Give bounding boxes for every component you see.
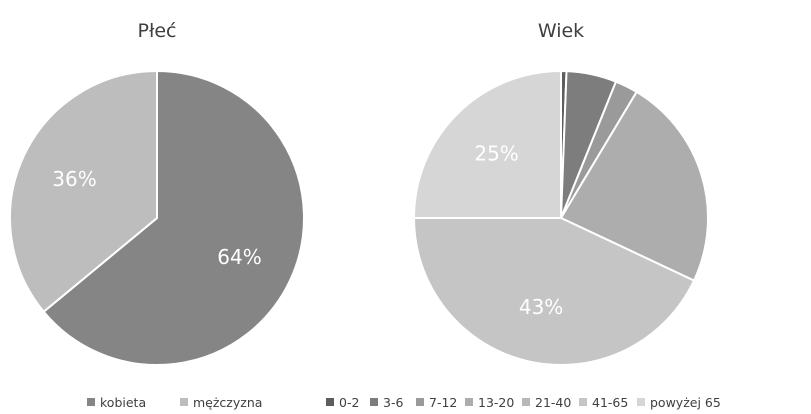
pie-slice-kobieta bbox=[42, 69, 305, 366]
legend-label-0-2: 0-2 bbox=[339, 395, 359, 410]
legend-label-41-65: 41-65 bbox=[592, 395, 628, 410]
pie-slice-powyzej-65 bbox=[412, 69, 562, 219]
legend-label-powyzej-65: powyżej 65 bbox=[650, 395, 721, 410]
legend-swatch-powyzej-65 bbox=[637, 398, 645, 406]
legend-item-0-2: 0-2 bbox=[326, 395, 359, 410]
legend-item-mezczyzna: mężczyzna bbox=[180, 395, 262, 410]
legend-swatch-mezczyzna bbox=[180, 398, 188, 406]
pie-slice-41-65 bbox=[412, 217, 696, 366]
chart-title-gender: Płeć bbox=[138, 20, 177, 42]
legend-swatch-41-65 bbox=[579, 398, 587, 406]
legend-label-21-40: 21-40 bbox=[535, 395, 571, 410]
legend-label-mezczyzna: mężczyzna bbox=[193, 395, 262, 410]
legend-swatch-0-2 bbox=[326, 398, 334, 406]
pie-chart-gender: Płeć 64% 36% kobieta mężczyzna bbox=[8, 20, 305, 410]
legend-label-kobieta: kobieta bbox=[100, 395, 146, 410]
legend-item-7-12: 7-12 bbox=[416, 395, 457, 410]
legend-label-13-20: 13-20 bbox=[478, 395, 514, 410]
data-label-mezczyzna: 36% bbox=[52, 167, 96, 191]
legend-item-kobieta: kobieta bbox=[87, 395, 146, 410]
legend-item-powyzej-65: powyżej 65 bbox=[637, 395, 721, 410]
pie-slice-mezczyzna bbox=[8, 69, 158, 314]
legend-item-21-40: 21-40 bbox=[522, 395, 571, 410]
legend-swatch-21-40 bbox=[522, 398, 530, 406]
legend-item-41-65: 41-65 bbox=[579, 395, 628, 410]
chart-title-age: Wiek bbox=[538, 20, 584, 42]
legend-0: kobieta mężczyzna bbox=[87, 395, 262, 410]
legend-label-3-6: 3-6 bbox=[383, 395, 403, 410]
data-label-powyzej-65: 25% bbox=[474, 142, 518, 166]
pie-chart-age: Wiek 43% 25% 0-2 3-6 7-12 13-20 21-40 41-65 powy… bbox=[326, 20, 721, 410]
legend-swatch-kobieta bbox=[87, 398, 95, 406]
pie-slice-13-20 bbox=[559, 90, 709, 282]
data-label-41-65: 43% bbox=[519, 295, 563, 319]
data-label-kobieta: 64% bbox=[217, 245, 261, 269]
legend-swatch-3-6 bbox=[370, 398, 378, 406]
legend-item-3-6: 3-6 bbox=[370, 395, 403, 410]
legend-swatch-7-12 bbox=[416, 398, 424, 406]
legend-item-13-20: 13-20 bbox=[465, 395, 514, 410]
legend-1: 0-2 3-6 7-12 13-20 21-40 41-65 powyżej 65 bbox=[326, 395, 721, 410]
legend-label-7-12: 7-12 bbox=[429, 395, 457, 410]
legend-swatch-13-20 bbox=[465, 398, 473, 406]
